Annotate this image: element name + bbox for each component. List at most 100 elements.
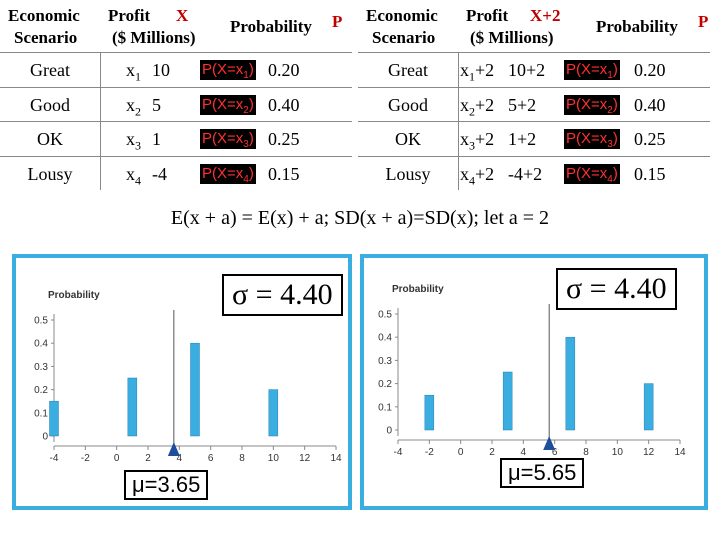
probability-value: 0.40	[634, 94, 666, 115]
column-divider	[458, 52, 459, 190]
probability-value: 0.20	[634, 60, 666, 80]
profit-value: 1	[152, 129, 161, 149]
x-tick-label: 10	[612, 447, 624, 458]
table-row: Lousy x4 -4 P(X=x4) 0.15	[0, 155, 352, 190]
profit-variable: x4	[126, 163, 141, 188]
table-row: Great x1+2 10+2 P(X=x1) 0.20	[358, 52, 710, 86]
profit-value: 5+2	[508, 94, 537, 115]
y-axis-label: Probability	[392, 284, 444, 295]
header-profit-symbol: X+2	[530, 6, 561, 25]
scenario-cell: Great	[30, 60, 70, 80]
x-tick-label: 10	[268, 453, 280, 464]
scenario-cell: OK	[395, 129, 421, 149]
y-tick-label: 0.1	[378, 402, 392, 413]
profit-variable: x3+2	[460, 129, 495, 153]
profit-value: -4+2	[508, 163, 543, 184]
y-tick-label: 0.5	[378, 310, 392, 321]
x-tick-label: 6	[552, 447, 558, 458]
profit-value: 5	[152, 94, 161, 115]
header-scenario-line2: Scenario	[372, 28, 436, 47]
profit-variable: x1+2	[460, 60, 495, 84]
bar	[643, 383, 654, 431]
profit-value: -4	[152, 163, 167, 184]
sigma-label: σ = 4.40	[556, 268, 677, 310]
x-tick-label: 14	[330, 453, 342, 464]
scenario-cell: Lousy	[27, 163, 73, 184]
x-tick-label: 8	[583, 447, 589, 458]
header-probability: Probability	[596, 17, 678, 36]
x-tick-label: -2	[425, 447, 434, 458]
header-scenario-line1: Economic	[8, 6, 80, 25]
probability-value: 0.15	[268, 163, 300, 184]
probability-notation: P(X=x2)	[200, 94, 256, 116]
y-tick-label: 0	[42, 432, 48, 443]
bar	[502, 371, 513, 431]
scenario-cell: Lousy	[385, 163, 431, 184]
header-scenario-line1: Economic	[366, 6, 438, 25]
table-row: Lousy x4+2 -4+2 P(X=x4) 0.15	[358, 155, 710, 190]
right-chart-panel: Probability 0 0.1 0.2 0.3 0.4 0.5 -4 -2 0 2 4 6 8 10 12…	[360, 254, 708, 510]
header-probability: Probability	[230, 17, 312, 36]
x-tick-label: 14	[674, 447, 686, 458]
left-distribution-table: Economic Scenario Profit X ($ Millions) …	[0, 0, 352, 190]
table-row: Great x1 10 P(X=x1) 0.20	[0, 52, 352, 86]
bar	[424, 394, 435, 431]
x-tick-label: 0	[114, 453, 120, 464]
header-profit-symbol: X	[176, 6, 189, 25]
right-distribution-table: Economic Scenario Profit X+2 ($ Millions…	[358, 0, 710, 190]
x-tick-label: 0	[458, 447, 464, 458]
bar	[127, 377, 138, 437]
table-header: Economic Scenario Profit X ($ Millions) …	[0, 0, 352, 52]
x-tick-label: 4	[177, 453, 183, 464]
left-chart-panel: Probability 0 0.1 0.2 0.3 0.4 0.5 -4 -2 0 2 4 6 8 10 12…	[12, 254, 352, 510]
left-bar-chart: Probability 0 0.1 0.2 0.3 0.4 0.5 -4 -2 0 2 4 6 8 10 12…	[34, 290, 342, 464]
header-profit: Profit	[108, 6, 151, 25]
probability-notation: P(X=x4)	[564, 163, 620, 185]
header-millions: ($ Millions)	[470, 28, 554, 47]
probability-notation: P(X=x3)	[564, 129, 620, 150]
scenario-cell: Good	[30, 94, 70, 115]
bar	[268, 389, 279, 437]
header-millions: ($ Millions)	[112, 28, 196, 47]
header-profit: Profit	[466, 6, 509, 25]
bar	[190, 342, 200, 437]
profit-variable: x2+2	[460, 94, 495, 119]
mean-marker-icon	[543, 436, 556, 450]
right-bar-chart: Probability 0 0.1 0.2 0.3 0.4 0.5 -4 -2 0 2 4 6 8 10 12…	[378, 284, 686, 458]
mean-label: μ=5.65	[500, 458, 585, 488]
probability-value: 0.15	[634, 163, 666, 184]
probability-notation: P(X=x1)	[200, 60, 256, 81]
scenario-cell: Great	[388, 60, 428, 80]
scenario-cell: OK	[37, 129, 63, 149]
profit-value: 1+2	[508, 129, 537, 149]
probability-value: 0.25	[268, 129, 300, 149]
header-scenario-line2: Scenario	[14, 28, 78, 47]
profit-variable: x3	[126, 129, 141, 153]
y-tick-label: 0.2	[34, 385, 48, 396]
x-tick-label: 8	[239, 453, 245, 464]
probability-value: 0.20	[268, 60, 300, 80]
formula-text: E(x + a) = E(x) + a; SD(x + a)=SD(x); le…	[170, 207, 550, 229]
table-row: OK x3 1 P(X=x3) 0.25	[0, 121, 352, 155]
y-tick-label: 0	[386, 426, 392, 437]
y-axis-label: Probability	[48, 290, 100, 301]
table-header: Economic Scenario Profit X+2 ($ Millions…	[358, 0, 710, 52]
y-tick-label: 0.4	[378, 333, 392, 344]
x-tick-label: 6	[208, 453, 214, 464]
y-tick-label: 0.1	[34, 408, 48, 419]
header-probability-symbol: P	[698, 12, 709, 31]
header-probability-symbol: P	[332, 12, 343, 31]
table-row: OK x3+2 1+2 P(X=x3) 0.25	[358, 121, 710, 155]
x-tick-label: 12	[643, 447, 655, 458]
probability-notation: P(X=x2)	[564, 94, 620, 116]
table-row: Good x2+2 5+2 P(X=x2) 0.40	[358, 86, 710, 121]
probability-value: 0.25	[634, 129, 666, 149]
profit-variable: x2	[126, 94, 141, 119]
x-tick-label: 4	[521, 447, 527, 458]
profit-variable: x1	[126, 60, 141, 84]
x-tick-label: 2	[489, 447, 495, 458]
profit-value: 10	[152, 60, 170, 80]
bar	[565, 336, 576, 431]
probability-notation: P(X=x4)	[200, 163, 256, 185]
probability-notation: P(X=x1)	[564, 60, 620, 81]
